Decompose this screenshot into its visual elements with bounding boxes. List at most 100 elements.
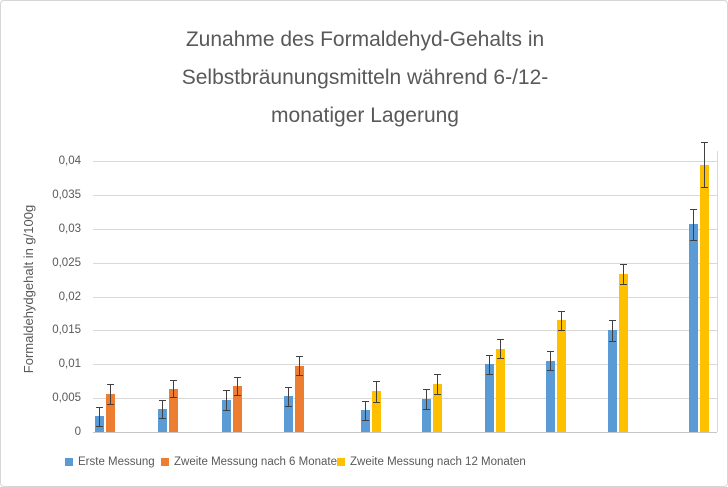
gridline xyxy=(93,228,717,230)
error-bar-cap-top xyxy=(158,400,166,402)
bar-sechs xyxy=(106,394,116,432)
error-bar-cap-top xyxy=(107,383,115,385)
bar-erste xyxy=(283,396,293,432)
error-bar-cap-bottom xyxy=(169,397,177,399)
legend-swatch-yellow xyxy=(337,458,345,466)
legend-swatch-orange xyxy=(161,458,169,466)
error-bar-line xyxy=(622,264,624,285)
error-bar-cap-bottom xyxy=(700,187,708,189)
bar-zwoelf xyxy=(618,274,628,432)
gridline xyxy=(93,330,717,332)
error-bar-cap-top xyxy=(496,339,504,341)
gridline xyxy=(93,195,717,197)
error-bar-cap-bottom xyxy=(234,395,242,397)
legend-label: Zweite Messung nach 12 Monaten xyxy=(350,456,526,468)
error-bar-line xyxy=(488,354,490,374)
legend-swatch-blue xyxy=(65,458,73,466)
error-bar-line xyxy=(436,373,438,395)
error-bar-line xyxy=(375,381,377,402)
y-tick-label: 0,015 xyxy=(52,324,81,337)
error-bar-cap-top xyxy=(295,356,303,358)
error-bar-cap-bottom xyxy=(558,329,565,331)
plot-right-border xyxy=(717,151,718,432)
error-bar-cap-bottom xyxy=(433,394,441,396)
error-bar-cap-top xyxy=(284,386,292,388)
chart-title-line-2: Selbstbräunungsmitteln während 6-/12- xyxy=(181,66,549,89)
error-bar-cap-bottom xyxy=(485,373,493,375)
error-bar-cap-bottom xyxy=(422,408,430,410)
error-bar-cap-top xyxy=(169,379,177,381)
bar-erste xyxy=(688,224,698,432)
error-bar-cap-bottom xyxy=(223,410,231,412)
error-bar-cap-top xyxy=(619,264,627,266)
error-bar-line xyxy=(692,208,694,240)
error-bar-cap-bottom xyxy=(547,370,554,372)
error-bar-cap-top xyxy=(433,373,441,375)
bar-erste xyxy=(421,398,431,432)
error-bar-cap-bottom xyxy=(361,419,369,421)
error-bar-cap-bottom xyxy=(158,417,166,419)
legend-label: Erste Messung xyxy=(78,456,155,468)
bar-sechs xyxy=(294,365,304,432)
legend-item-zweite-messung-6-monate: Zweite Messung nach 6 Monaten xyxy=(161,454,343,470)
error-bar-cap-bottom xyxy=(372,401,380,403)
y-tick-label: 0,025 xyxy=(52,256,81,269)
error-bar-cap-top xyxy=(485,354,493,356)
y-tick-label: 0,02 xyxy=(58,290,81,303)
error-bar-cap-bottom xyxy=(107,404,115,406)
legend-item-erste-messung: Erste Messung xyxy=(65,454,155,470)
gridline xyxy=(93,296,717,298)
chart-title: Zunahme des Formaldehyd-Gehalts in Selbs… xyxy=(1,21,727,135)
error-bar-line xyxy=(703,142,705,187)
gridline xyxy=(93,262,717,264)
error-bar-line xyxy=(237,376,239,396)
error-bar-cap-bottom xyxy=(295,375,303,377)
error-bar-line xyxy=(298,356,300,376)
error-bar-line xyxy=(226,390,228,411)
y-tick-label: 0 xyxy=(74,426,81,438)
error-bar-cap-top xyxy=(700,142,708,144)
error-bar-line xyxy=(110,383,112,405)
error-bar-cap-bottom xyxy=(496,358,504,360)
error-bar-line xyxy=(550,351,551,371)
y-tick-label: 0,035 xyxy=(52,189,81,202)
error-bar-cap-bottom xyxy=(608,340,616,342)
gridline xyxy=(93,398,717,400)
error-bar-cap-top xyxy=(96,406,104,408)
error-bar-cap-top xyxy=(558,310,565,312)
y-tick-label: 0,04 xyxy=(58,155,81,168)
bar-erste xyxy=(546,360,555,432)
error-bar-line xyxy=(99,406,101,426)
legend-label: Zweite Messung nach 6 Monaten xyxy=(174,456,344,468)
bar-sechs xyxy=(168,388,178,432)
chart-title-line-3: monatiger Lagerung xyxy=(271,104,459,127)
bar-erste xyxy=(360,410,370,432)
error-bar-cap-top xyxy=(234,376,242,378)
x-axis-line xyxy=(93,432,717,433)
y-tick-label: 0,01 xyxy=(58,358,81,371)
error-bar-cap-top xyxy=(422,388,430,390)
bar-zwoelf xyxy=(495,348,505,432)
error-bar-line xyxy=(561,310,562,330)
error-bar-cap-bottom xyxy=(96,425,104,427)
error-bar-line xyxy=(172,379,174,398)
bar-zwoelf xyxy=(371,391,381,432)
bar-erste xyxy=(222,400,232,432)
chart-title-line-1: Zunahme des Formaldehyd-Gehalts in xyxy=(185,28,545,51)
error-bar-cap-top xyxy=(223,390,231,392)
error-bar-cap-bottom xyxy=(619,284,627,286)
error-bar-cap-bottom xyxy=(284,405,292,407)
error-bar-line xyxy=(287,386,289,406)
error-bar-line xyxy=(611,320,613,341)
error-bar-cap-top xyxy=(608,320,616,322)
error-bar-line xyxy=(425,388,427,409)
error-bar-line xyxy=(364,400,366,420)
legend: Erste Messung Zweite Messung nach 6 Mona… xyxy=(1,454,727,472)
bar-zwoelf xyxy=(699,164,709,432)
y-tick-label: 0,005 xyxy=(52,392,81,405)
error-bar-cap-top xyxy=(689,208,697,210)
legend-item-zweite-messung-12-monate: Zweite Messung nach 12 Monaten xyxy=(337,454,526,470)
bar-erste xyxy=(607,330,617,432)
